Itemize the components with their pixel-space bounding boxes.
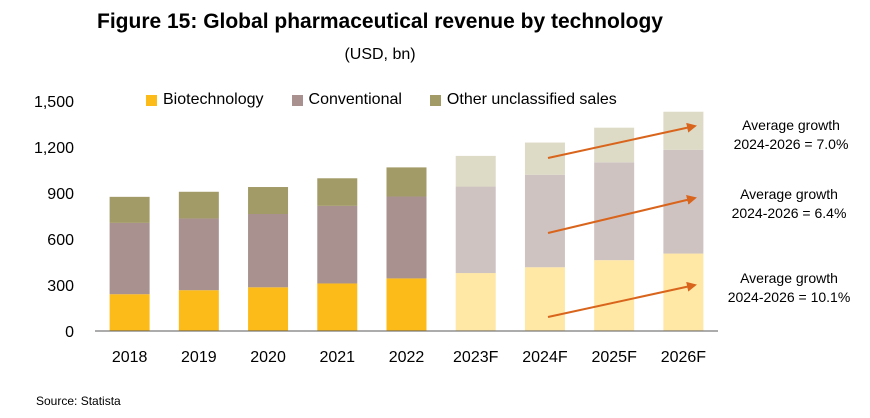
x-tick-label: 2021 bbox=[319, 349, 355, 366]
y-tick-label: 1,200 bbox=[34, 140, 74, 157]
growth-arrow-other bbox=[547, 122, 697, 159]
bar-biotechnology-2024f bbox=[524, 267, 565, 331]
legend-label-biotechnology: Biotechnology bbox=[163, 91, 264, 108]
y-tick-label: 300 bbox=[47, 278, 74, 295]
bar-conventional-2021 bbox=[317, 205, 358, 284]
annotation-conventional-line2: 2024-2026 = 6.4% bbox=[731, 205, 847, 221]
x-tick-label: 2018 bbox=[112, 349, 148, 366]
annotation-conventional-line1: Average growth bbox=[740, 186, 838, 202]
legend-item-other: Other unclassified sales bbox=[429, 91, 617, 109]
annotation-biotech-line2: 2024-2026 = 10.1% bbox=[727, 289, 851, 305]
bar-conventional-2020 bbox=[248, 214, 289, 288]
bar-biotechnology-2018 bbox=[109, 294, 150, 331]
chart-title: Figure 15: Global pharmaceutical revenue… bbox=[97, 10, 663, 33]
bar-biotechnology-2026f bbox=[663, 253, 704, 331]
annotation-conventional-growth: Average growth 2024-2026 = 6.4% bbox=[716, 185, 862, 223]
bar-other-unclassified-sales-2021 bbox=[317, 178, 358, 206]
bar-biotechnology-2025f bbox=[594, 260, 635, 331]
legend-item-conventional: Conventional bbox=[291, 91, 402, 109]
annotation-other-line2: 2024-2026 = 7.0% bbox=[733, 136, 849, 152]
legend: Biotechnology Conventional Other unclass… bbox=[146, 91, 617, 109]
legend-label-conventional: Conventional bbox=[308, 91, 402, 108]
bar-other-unclassified-sales-2018 bbox=[109, 196, 150, 223]
bar-conventional-2018 bbox=[109, 222, 150, 295]
bar-other-unclassified-sales-2025f bbox=[594, 127, 635, 163]
bar-conventional-2024f bbox=[524, 174, 565, 268]
annotation-biotech-line1: Average growth bbox=[740, 270, 838, 286]
x-tick-label: 2025F bbox=[591, 349, 637, 366]
bar-biotechnology-2023f bbox=[455, 273, 496, 331]
bar-conventional-2023f bbox=[455, 186, 496, 274]
x-tick-label: 2026F bbox=[661, 349, 707, 366]
chart-subtitle: (USD, bn) bbox=[344, 46, 416, 63]
legend-swatch-biotechnology bbox=[146, 94, 157, 106]
bar-conventional-2022 bbox=[386, 196, 427, 279]
x-tick-label: 2022 bbox=[389, 349, 425, 366]
growth-arrow-conventional bbox=[547, 194, 697, 234]
legend-swatch-other bbox=[429, 94, 441, 106]
legend-label-other: Other unclassified sales bbox=[446, 91, 617, 108]
bar-biotechnology-2019 bbox=[178, 290, 219, 331]
bar-biotechnology-2022 bbox=[386, 278, 427, 331]
y-tick-label: 0 bbox=[65, 324, 74, 341]
bar-other-unclassified-sales-2019 bbox=[178, 191, 219, 219]
x-tick-label: 2019 bbox=[181, 349, 217, 366]
bar-conventional-2025f bbox=[594, 162, 635, 261]
x-tick-label: 2020 bbox=[250, 349, 286, 366]
annotation-other-line1: Average growth bbox=[742, 117, 840, 133]
bar-biotechnology-2021 bbox=[317, 283, 358, 331]
legend-item-biotechnology: Biotechnology bbox=[146, 91, 264, 109]
bar-conventional-2019 bbox=[178, 218, 219, 291]
bar-other-unclassified-sales-2024f bbox=[524, 142, 565, 175]
x-tick-label: 2024F bbox=[522, 349, 568, 366]
annotation-other-growth: Average growth 2024-2026 = 7.0% bbox=[718, 116, 864, 154]
y-tick-label: 600 bbox=[47, 232, 74, 249]
bar-other-unclassified-sales-2020 bbox=[248, 187, 289, 215]
bar-other-unclassified-sales-2022 bbox=[386, 167, 427, 197]
y-tick-label: 900 bbox=[47, 186, 74, 203]
x-tick-label: 2023F bbox=[453, 349, 499, 366]
source-note: Source: Statista bbox=[36, 394, 121, 408]
bar-biotechnology-2020 bbox=[248, 287, 289, 331]
bar-other-unclassified-sales-2023f bbox=[455, 155, 496, 187]
legend-swatch-conventional bbox=[291, 94, 303, 106]
y-tick-label: 1,500 bbox=[34, 94, 74, 111]
annotation-biotech-growth: Average growth 2024-2026 = 10.1% bbox=[716, 269, 862, 307]
growth-arrow-biotech bbox=[547, 281, 697, 318]
